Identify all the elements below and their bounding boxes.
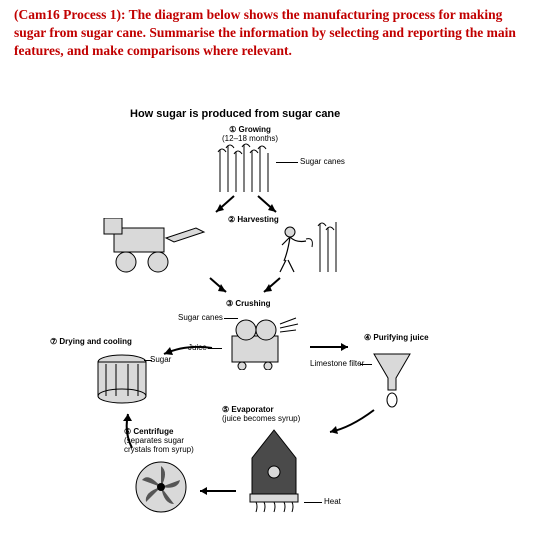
step7-label: ⑦ Drying and cooling	[50, 338, 132, 347]
step3-label: ③ Crushing	[226, 300, 271, 309]
prompt-camera: (Cam16 Process 1):	[14, 7, 129, 22]
step5-label: ⑤ Evaporator (juice becomes syrup)	[222, 406, 300, 424]
harvester-machine-illustration	[96, 218, 206, 274]
step5-num: ⑤	[222, 405, 229, 414]
step5-name: Evaporator	[231, 405, 273, 414]
manual-harvest-illustration	[276, 218, 346, 274]
drum-illustration	[94, 354, 150, 404]
step2-name: Harvesting	[237, 215, 278, 224]
prompt-text: (Cam16 Process 1): The diagram below sho…	[14, 6, 524, 61]
arrow-s2-s3-left	[206, 276, 234, 298]
step7-num: ⑦	[50, 337, 57, 346]
evaporator-illustration	[246, 428, 302, 516]
step6-name: Centrifuge	[133, 427, 173, 436]
step3-num: ③	[226, 299, 233, 308]
step3-name: Crushing	[235, 299, 270, 308]
step4-num: ④	[364, 333, 371, 342]
arrow-s3-s7	[156, 342, 216, 362]
arrow-s3-s4	[308, 340, 358, 354]
process-diagram: How sugar is produced from sugar cane ① …	[0, 108, 538, 540]
prompt-block: (Cam16 Process 1): The diagram below sho…	[0, 0, 538, 61]
funnel-illustration	[370, 350, 414, 410]
step2-num: ②	[228, 215, 235, 224]
leader-sugarcanes-1	[276, 162, 298, 163]
arrow-s4-s5	[320, 408, 380, 438]
callout-sugarcanes-1: Sugar canes	[300, 158, 345, 167]
step7-name: Drying and cooling	[59, 337, 131, 346]
step1-num: ①	[229, 125, 236, 134]
step4-label: ④ Purifying juice	[364, 334, 429, 343]
centrifuge-illustration	[134, 460, 188, 514]
arrow-s6-s7	[118, 408, 138, 452]
step2-label: ② Harvesting	[228, 216, 279, 225]
callout-heat: Heat	[324, 498, 341, 507]
diagram-title: How sugar is produced from sugar cane	[130, 108, 340, 120]
callout-limestone: Limestone filter	[310, 360, 364, 369]
step4-name: Purifying juice	[373, 333, 428, 342]
step5-sub: (juice becomes syrup)	[222, 414, 300, 423]
crusher-illustration	[222, 314, 302, 370]
arrow-s2-s3-right	[256, 276, 284, 298]
callout-sugarcanes-3: Sugar canes	[178, 314, 223, 323]
arrow-s5-s6	[192, 484, 240, 498]
step1-label: ① Growing (12–18 months)	[222, 126, 278, 144]
sugarcane-field-illustration	[214, 142, 274, 192]
leader-limestone	[360, 364, 372, 365]
leader-heat	[304, 502, 322, 503]
leader-sugar	[144, 360, 152, 361]
step1-name: Growing	[238, 125, 270, 134]
